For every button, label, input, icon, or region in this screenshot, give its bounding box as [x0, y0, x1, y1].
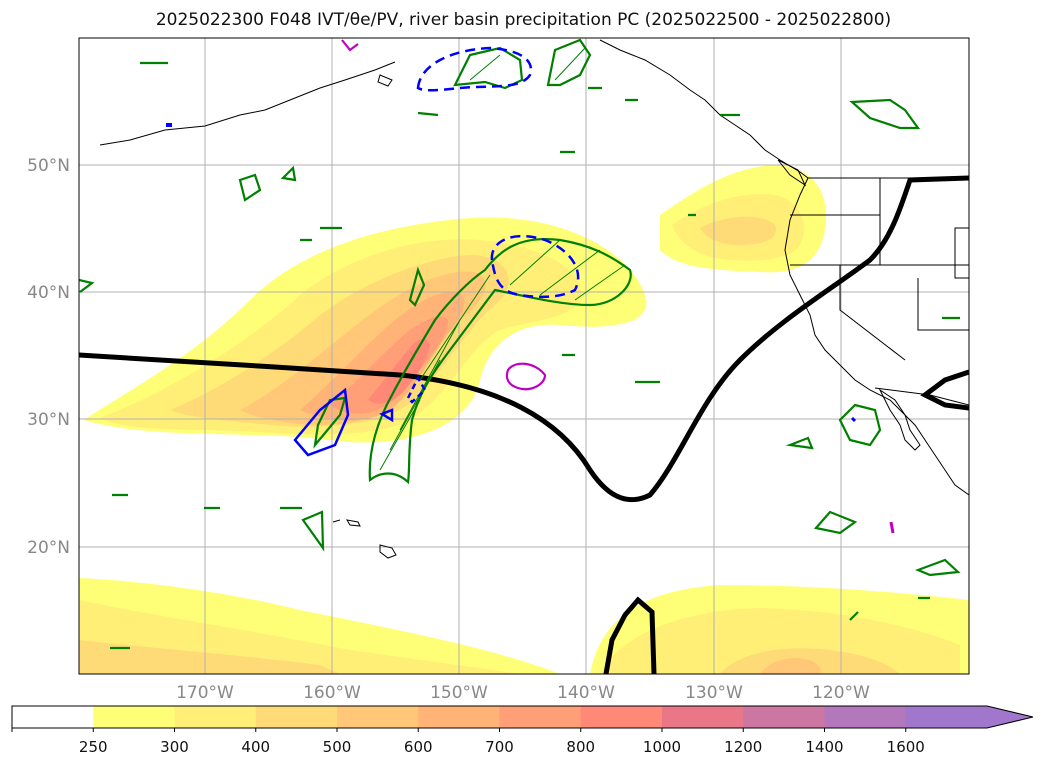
colorbar-cell — [662, 706, 744, 728]
ivt-400-south-left — [79, 640, 340, 674]
baja-peninsula — [878, 388, 921, 451]
pv-small-3 — [408, 266, 426, 307]
figure-title: 2025022300 F048 IVT/θe/PV, river basin p… — [155, 10, 892, 30]
pv-ne — [849, 98, 921, 130]
lon-label-130w: 130°W — [685, 683, 743, 703]
colorbar-tick-label: 300 — [160, 738, 189, 756]
colorbar-tick-label: 250 — [79, 738, 108, 756]
colorbar-cell — [174, 706, 257, 728]
colorbar-tick-label: 600 — [404, 738, 433, 756]
magenta-contours — [341, 39, 895, 534]
pv-hawaii-west — [301, 510, 325, 552]
west-coast — [784, 177, 969, 496]
pv-dash-1 — [110, 61, 960, 650]
blue-dot-2 — [850, 416, 857, 423]
blue-contours — [166, 46, 857, 457]
colorbar-tick-label: 1400 — [805, 738, 843, 756]
lat-label-50n: 50°N — [27, 156, 70, 176]
theta-e-main — [79, 175, 969, 503]
map-frame — [78, 37, 970, 675]
colorbar-cell — [905, 706, 988, 728]
blue-dashed-small — [406, 375, 427, 404]
pv-north-hatch — [469, 47, 586, 81]
pv-north-1 — [453, 46, 524, 90]
pv-south-2 — [914, 558, 961, 577]
pv-baja-2 — [785, 436, 814, 450]
colorbar-tick-label: 1200 — [724, 738, 762, 756]
pv-small-2 — [280, 165, 297, 182]
magenta-loop — [505, 362, 547, 391]
ivt-300-south-right — [600, 608, 960, 674]
pv-south-1 — [813, 510, 858, 535]
pv-small-1 — [238, 173, 262, 202]
theta-e-bottom — [603, 596, 657, 674]
colorbar-tick-label: 800 — [566, 738, 595, 756]
lon-label-170w: 170°W — [176, 683, 234, 703]
kodiak — [377, 74, 393, 87]
colorbar-cell — [580, 706, 663, 728]
colorbar-cell — [255, 706, 338, 728]
pv-ar-small — [313, 396, 347, 449]
theta-e-contours — [79, 175, 969, 674]
blue-tiny — [379, 408, 394, 423]
lon-label-120w: 120°W — [812, 683, 870, 703]
ivt-400-oregon — [700, 216, 776, 245]
colorbar: 250 300 400 500 600 700 800 1000 1200 1400 1600 — [11, 705, 1034, 756]
lon-label-150w: 150°W — [430, 683, 488, 703]
pv-north-2 — [546, 38, 592, 87]
lat-label-20n: 20°N — [27, 538, 70, 558]
colorbar-tick-label: 1600 — [887, 738, 925, 756]
blue-dashed-north — [416, 46, 533, 92]
theta-e-right — [920, 369, 969, 411]
interior-boxes — [917, 227, 969, 331]
ivt-500-south-right — [760, 658, 821, 674]
lat-label-40n: 40°N — [27, 283, 70, 303]
blue-dashed-main — [490, 234, 580, 299]
pv-baja-1 — [838, 403, 882, 447]
ivt-shading — [79, 165, 969, 674]
colorbar-ticks: 250 300 400 500 600 700 800 1000 1200 1400 1600 — [11, 728, 925, 756]
colorbar-cells — [12, 706, 988, 728]
pv-ar-hatch — [379, 239, 626, 471]
colorbar-cell — [12, 706, 94, 728]
pv-contours — [79, 38, 961, 650]
pv-ar-band — [368, 237, 632, 485]
colorbar-cell — [824, 706, 907, 728]
colorbar-tick-label: 1000 — [643, 738, 681, 756]
pv-west-edge — [79, 278, 95, 293]
magenta-south — [889, 521, 895, 534]
lon-labels: 170°W 160°W 150°W 140°W 130°W 120°W — [176, 683, 870, 703]
colorbar-cell — [499, 706, 582, 728]
lon-label-160w: 160°W — [303, 683, 361, 703]
colorbar-tick-label: 700 — [485, 738, 514, 756]
colorbar-outline — [11, 705, 1034, 729]
vancouver-island — [777, 159, 807, 187]
aleutian-coast — [99, 61, 396, 146]
magenta-north — [341, 39, 359, 52]
graticule — [79, 38, 969, 674]
colorbar-cell — [93, 706, 175, 728]
hawaii-islands — [332, 519, 397, 559]
lat-labels: 50°N 40°N 30°N 20°N — [27, 156, 70, 558]
colorbar-cell — [743, 706, 825, 728]
blue-solid-low — [293, 387, 350, 457]
colorbar-tick-label: 500 — [323, 738, 352, 756]
colorbar-tick-label: 400 — [241, 738, 270, 756]
colorbar-cell — [337, 706, 419, 728]
colorbar-cell — [418, 706, 500, 728]
colorbar-extend-arrow — [987, 706, 1033, 728]
lat-label-30n: 30°N — [27, 410, 70, 430]
lon-label-140w: 140°W — [557, 683, 615, 703]
